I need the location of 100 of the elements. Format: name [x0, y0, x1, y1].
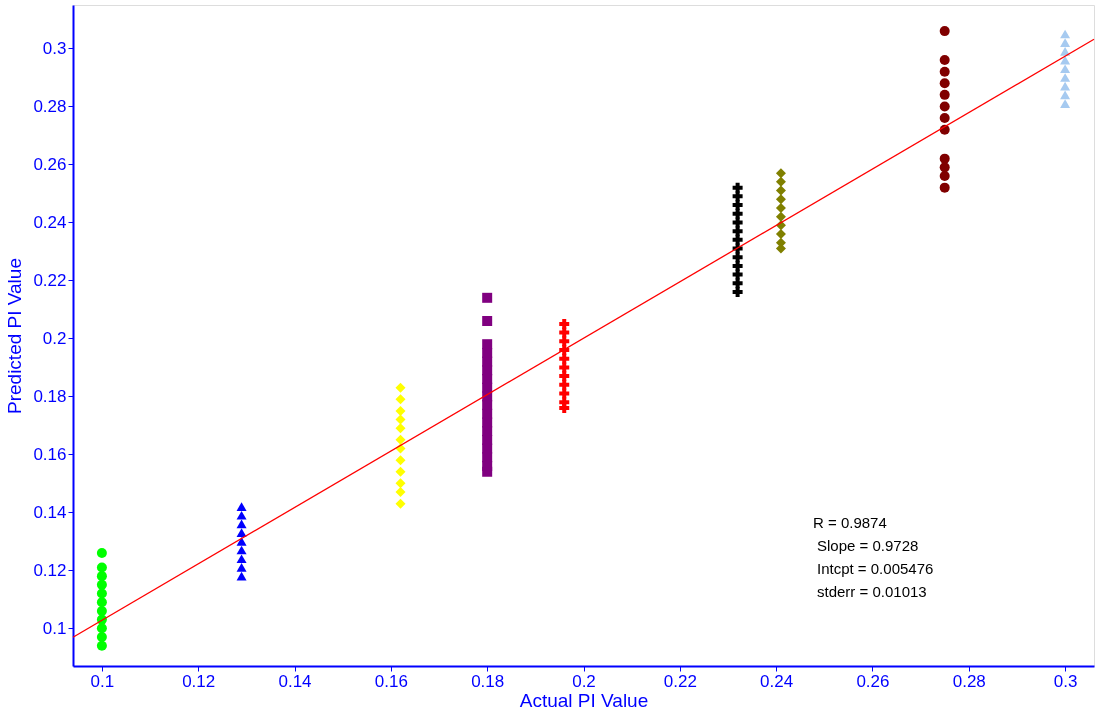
point [775, 176, 786, 187]
point [236, 528, 247, 537]
point [1060, 81, 1071, 91]
point [96, 632, 107, 642]
point [732, 191, 743, 202]
x-tick-label: 0.24 [760, 671, 794, 691]
x-tick-label: 0.14 [278, 671, 312, 691]
point [236, 537, 247, 546]
point [939, 78, 950, 89]
point [96, 571, 107, 582]
point [939, 89, 950, 100]
point [939, 26, 950, 37]
x-tick-label: 0.26 [856, 671, 890, 691]
y-axis-title: Predicted PI Value [4, 258, 26, 414]
point [732, 200, 743, 211]
point [939, 171, 950, 182]
point [732, 260, 743, 271]
point [559, 336, 570, 347]
point [732, 252, 743, 263]
x-tick-label: 0.3 [1053, 671, 1078, 691]
point [939, 55, 950, 66]
x-tick-label: 0.16 [374, 671, 408, 691]
point [96, 640, 107, 651]
point [395, 423, 406, 434]
point [395, 394, 406, 405]
point [482, 365, 493, 376]
x-tick-label: 0.1 [90, 671, 115, 691]
point [939, 162, 950, 173]
point [96, 562, 107, 573]
point [1060, 73, 1071, 82]
point [482, 316, 493, 326]
point [236, 502, 247, 511]
y-tick-label: 0.22 [33, 270, 67, 290]
point [482, 400, 493, 411]
point [395, 466, 406, 477]
point [559, 318, 570, 329]
y-tick-label: 0.18 [33, 386, 67, 406]
point [1060, 90, 1071, 100]
point [732, 234, 743, 245]
point [775, 202, 786, 213]
point [1060, 64, 1071, 74]
point [775, 229, 786, 240]
x-tick-label: 0.18 [471, 671, 505, 691]
annotation: Slope = 0.9728 [817, 537, 919, 554]
y-tick-label: 0.2 [42, 328, 67, 348]
x-tick-label: 0.28 [952, 671, 986, 691]
point [96, 605, 107, 616]
point [482, 292, 493, 303]
point [395, 478, 406, 489]
point [482, 347, 493, 358]
point [939, 153, 950, 164]
point [482, 417, 493, 428]
point [96, 597, 107, 608]
y-tick-label: 0.14 [33, 502, 67, 522]
x-tick-label: 0.2 [572, 671, 596, 691]
point [236, 554, 247, 564]
point [236, 510, 247, 520]
point [96, 623, 107, 634]
point [395, 434, 406, 445]
point [482, 452, 493, 463]
point [939, 66, 950, 77]
point [395, 455, 406, 466]
point [775, 194, 786, 205]
point [236, 571, 247, 581]
point [482, 426, 493, 437]
point [559, 362, 570, 373]
point [395, 487, 406, 498]
point [939, 101, 950, 112]
point [236, 545, 247, 555]
point [775, 168, 786, 179]
annotation: stderr = 0.01013 [817, 583, 927, 600]
y-tick-label: 0.12 [33, 560, 67, 580]
point [395, 405, 406, 416]
y-tick-label: 0.1 [42, 618, 67, 638]
x-tick-label: 0.12 [182, 671, 216, 691]
point [96, 547, 107, 558]
point [1060, 38, 1071, 48]
point [939, 182, 950, 193]
y-tick-label: 0.16 [33, 444, 67, 464]
point [236, 519, 247, 529]
y-tick-label: 0.24 [33, 212, 67, 232]
annotation: Intcpt = 0.005476 [817, 560, 934, 577]
point [96, 588, 107, 599]
point [395, 414, 406, 425]
point [1060, 29, 1071, 39]
y-tick-label: 0.26 [33, 154, 67, 174]
point [482, 434, 493, 445]
point [732, 278, 743, 289]
point [559, 371, 570, 382]
x-tick-label: 0.22 [663, 671, 697, 691]
point [732, 287, 743, 298]
point [482, 339, 493, 350]
point [775, 185, 786, 196]
annotation: R = 0.9874 [813, 514, 887, 531]
point [1060, 99, 1071, 108]
point [559, 388, 570, 399]
x-axis-title: Actual PI Value [519, 689, 649, 711]
point [732, 217, 743, 228]
point [482, 466, 493, 477]
point [775, 211, 786, 222]
